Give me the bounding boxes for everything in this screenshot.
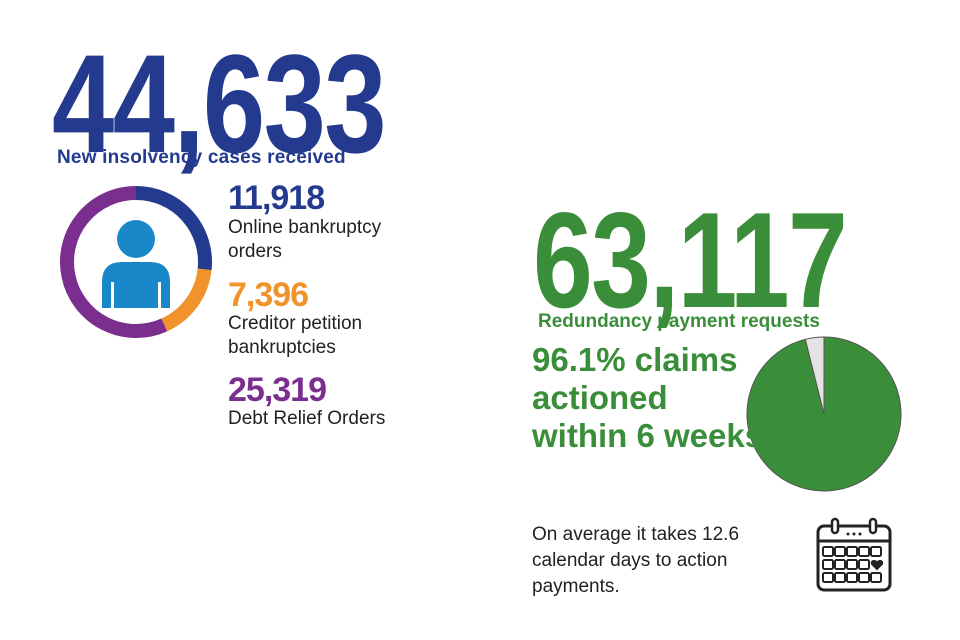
calendar-day-cell [822, 546, 834, 557]
online-bankruptcy-value: 11,918 [228, 179, 325, 217]
insolvency-donut-chart [60, 186, 212, 338]
pie-slice-remaining [804, 336, 825, 415]
calendar-day-cell [822, 559, 834, 570]
redundancy-total: 63,117 [533, 184, 848, 336]
insolvency-total: 44,633 [52, 25, 387, 182]
insolvency-caption: New insolvency cases received [57, 147, 346, 168]
calendar-day-cell [846, 572, 858, 583]
calendar-heart-icon [870, 559, 884, 571]
person-icon [102, 220, 170, 308]
calendar-icon [816, 517, 892, 592]
debt-relief-value: 25,319 [228, 371, 327, 409]
calendar-day-cell [846, 546, 858, 557]
debt-relief-label: Debt Relief Orders [228, 408, 386, 429]
calendar-day-cell [822, 572, 834, 583]
calendar-day-cell [858, 572, 870, 583]
average-days-text: On average it takes 12.6 calendar days t… [532, 524, 740, 597]
calendar-day-cell [846, 559, 858, 570]
online-bankruptcy-label: Online bankruptcy orders [228, 217, 382, 262]
calendar-day-cell [834, 559, 846, 570]
donut-segment-debt-relief [60, 186, 168, 338]
donut-segment-creditor [161, 268, 212, 332]
claims-pie-chart [746, 336, 902, 492]
calendar-day-cell [870, 546, 882, 557]
calendar-day-cell [858, 559, 870, 570]
redundancy-caption: Redundancy payment requests [538, 311, 820, 332]
calendar-day-cell [858, 546, 870, 557]
creditor-petition-value: 7,396 [228, 276, 309, 314]
creditor-petition-label: Creditor petition bankruptcies [228, 313, 363, 358]
calendar-day-cell [834, 572, 846, 583]
donut-segment-online [135, 186, 212, 271]
claims-actioned-text: 96.1% claims actioned within 6 weeks [532, 341, 764, 454]
calendar-day-cell [870, 572, 882, 583]
calendar-day-cell [834, 546, 846, 557]
